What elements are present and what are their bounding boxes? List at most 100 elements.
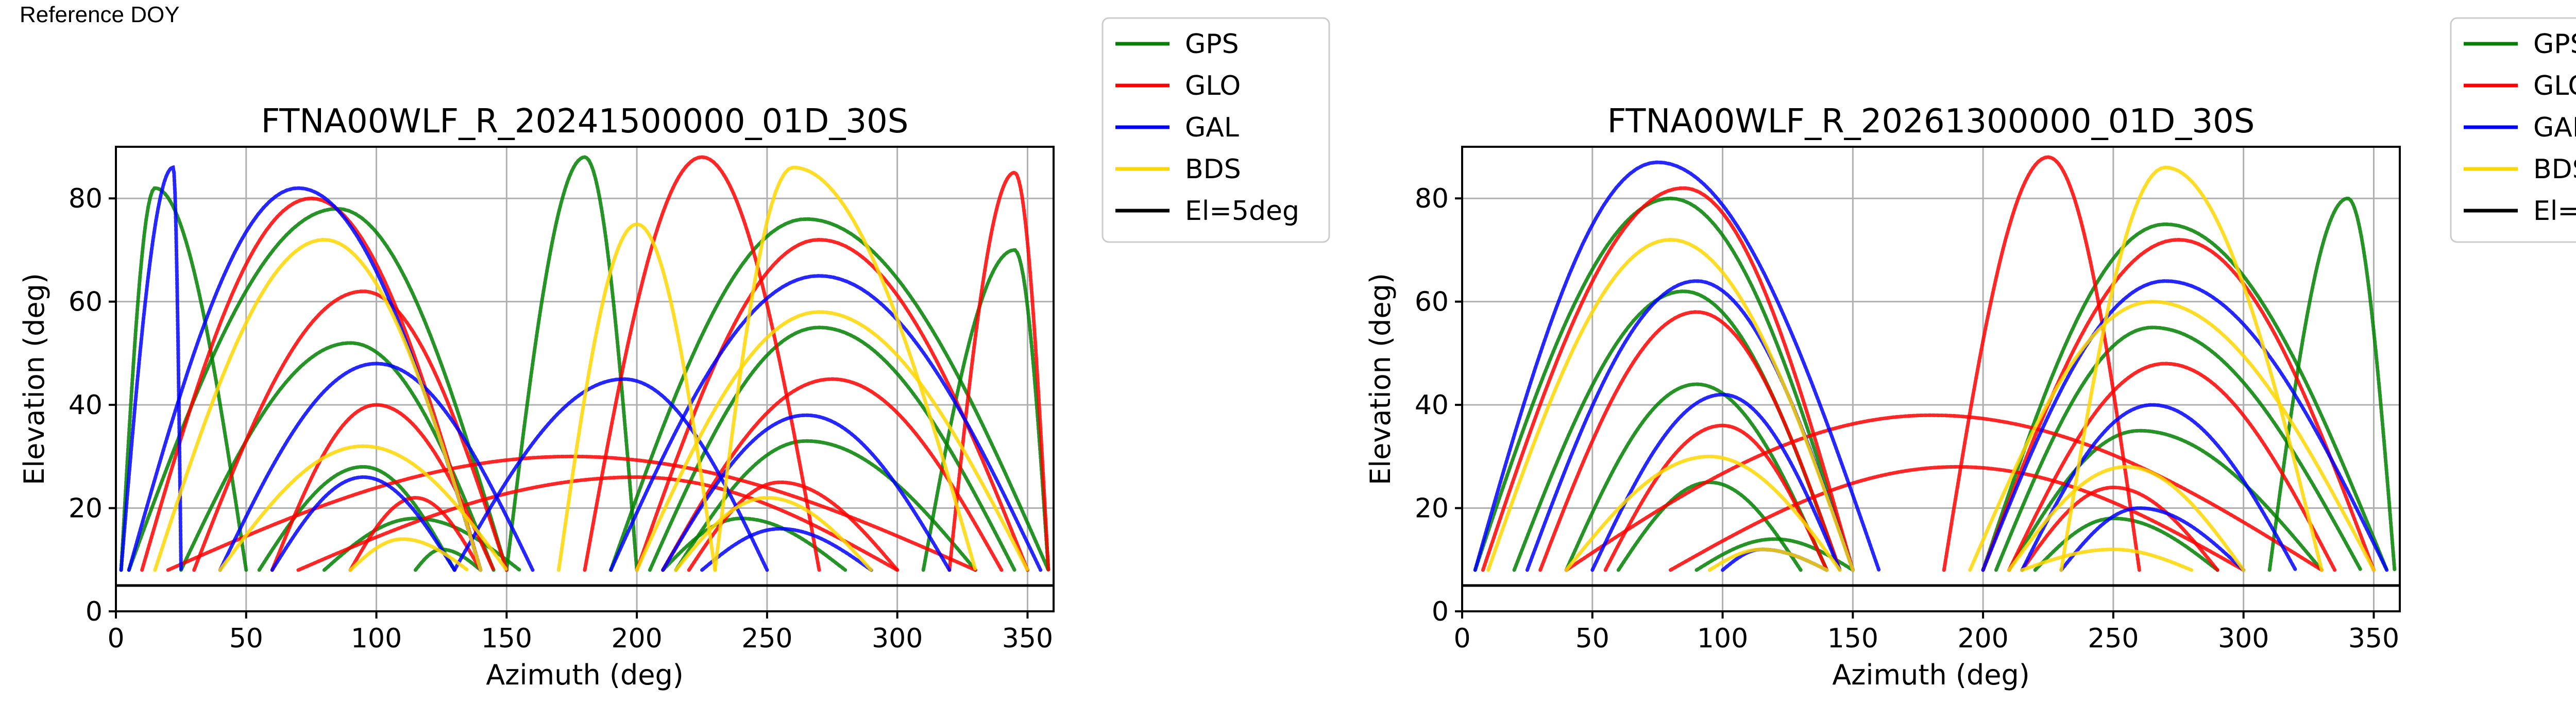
x-tick-label: 300: [2218, 623, 2269, 654]
satellite-arc: [153, 237, 483, 572]
x-axis-label: Azimuth (deg): [486, 659, 684, 691]
series-bds: [153, 165, 1029, 572]
satellite-arc: [1994, 325, 2363, 572]
x-tick-label: 300: [872, 623, 923, 654]
legend-label: BDS: [1185, 154, 1241, 185]
x-tick-label: 150: [1827, 623, 1878, 654]
y-tick-label: 0: [1432, 596, 1449, 627]
page-header: Reference DOY: [20, 2, 180, 27]
satellite-arc: [713, 165, 977, 572]
satellite-arc: [1564, 413, 2324, 572]
satellite-arc: [1968, 300, 2376, 572]
y-axis-label: Elevation (deg): [1364, 273, 1397, 485]
satellite-arc: [119, 165, 183, 572]
legend-box: [2450, 17, 2576, 243]
y-tick-label: 20: [69, 493, 103, 524]
satellite-arc: [452, 377, 769, 572]
legend-box: [1101, 17, 1330, 243]
satellite-arc: [348, 495, 483, 572]
satellite-arc: [556, 222, 717, 572]
satellite-arc: [1981, 279, 2389, 572]
legend-label: GAL: [2533, 112, 2576, 143]
legend-label: GPS: [2533, 29, 2576, 60]
satellite-arc: [2007, 428, 2324, 572]
x-tick-label: 100: [351, 623, 402, 654]
satellite-tracks: [1473, 155, 2397, 572]
satellite-arc: [648, 325, 1016, 572]
chart-panel-left: 0 50 100 150 200 250 300 350 0 20 40 60 80 FTNA00WLF_…: [18, 17, 1330, 691]
x-tick-label: 150: [481, 623, 532, 654]
satellite-arc: [1603, 423, 1829, 572]
legend-label: GAL: [1185, 112, 1239, 143]
y-tick-label: 80: [69, 183, 103, 214]
x-tick-label: 200: [1957, 623, 2008, 654]
x-tick-label: 350: [2348, 623, 2399, 654]
satellite-arc: [1590, 392, 1842, 572]
y-tick-label: 40: [69, 390, 103, 421]
x-tick-label: 0: [107, 623, 124, 654]
chart-title: FTNA00WLF_R_20241500000_01D_30S: [261, 102, 909, 141]
satellite-arc: [1942, 155, 2141, 572]
satellite-arc: [348, 537, 469, 572]
legend: GPS GLO GAL BDS El=5deg: [1101, 17, 1330, 243]
satellite-arc: [1668, 465, 2246, 572]
satellite-arc: [1538, 310, 1842, 572]
satellite-arc: [119, 186, 248, 572]
satellite-arc: [1486, 237, 1855, 572]
x-tick-label: 100: [1697, 623, 1748, 654]
satellite-arc: [296, 475, 900, 572]
satellite-arc: [687, 481, 900, 572]
satellite-arc: [2007, 465, 2246, 572]
x-tick-label: 250: [2088, 623, 2139, 654]
x-tick-label: 0: [1453, 623, 1470, 654]
satellite-arc: [2059, 165, 2324, 572]
satellite-arc: [1707, 547, 1829, 572]
axes-frame: [1461, 146, 2401, 612]
satellite-arc: [1564, 454, 1842, 572]
satellite-arc: [635, 310, 1029, 572]
legend-label: GLO: [2533, 71, 2576, 101]
y-tick-label: 80: [1415, 183, 1449, 214]
y-tick-label: 60: [1415, 287, 1449, 318]
legend-label: BDS: [2533, 154, 2576, 185]
x-tick-label: 200: [611, 623, 662, 654]
series-gal: [119, 165, 1043, 572]
satellite-arc: [192, 289, 509, 572]
chart-title: FTNA00WLF_R_20261300000_01D_30S: [1607, 102, 2255, 141]
satellite-arc: [413, 547, 483, 572]
legend-label: El=5deg: [2533, 196, 2576, 227]
satellite-arc: [1981, 222, 2389, 572]
x-axis-label: Azimuth (deg): [1832, 659, 2030, 691]
satellite-arc: [700, 527, 873, 572]
satellite-arc: [2059, 506, 2246, 572]
satellite-arc: [2020, 547, 2194, 572]
plot-area: [1462, 147, 2400, 611]
y-tick-label: 40: [1415, 390, 1449, 421]
satellite-arc: [947, 170, 1050, 572]
chart-panel-right: 0 50 100 150 200 250 300 350 0 20 40 60 80 FTNA00WLF_…: [1364, 17, 2576, 691]
series-gal: [1473, 160, 2389, 572]
x-tick-label: 350: [1002, 623, 1053, 654]
satellite-arc: [218, 362, 535, 572]
series-gps: [1473, 196, 2397, 572]
satellite-tracks: [119, 155, 1050, 572]
satellite-arc: [504, 155, 639, 572]
legend: GPS GLO GAL BDS El=5deg: [2450, 17, 2576, 243]
legend-label: GLO: [1185, 71, 1241, 101]
x-tick-label: 50: [1575, 623, 1609, 654]
satellite-arc: [140, 196, 483, 572]
series-bds: [1486, 165, 2376, 572]
satellite-arc: [2007, 362, 2337, 572]
satellite-arc: [661, 413, 952, 572]
satellite-arc: [166, 454, 977, 572]
x-tick-label: 250: [741, 623, 792, 654]
y-axis-label: Elevation (deg): [18, 273, 50, 485]
satellite-arc: [1564, 382, 1829, 572]
satellite-arc: [1481, 186, 1855, 572]
satellite-arc: [218, 444, 509, 572]
x-tick-label: 50: [229, 623, 263, 654]
satellite-arc: [2020, 403, 2298, 572]
legend-label: El=5deg: [1185, 196, 1299, 227]
satellite-arc: [270, 475, 456, 572]
